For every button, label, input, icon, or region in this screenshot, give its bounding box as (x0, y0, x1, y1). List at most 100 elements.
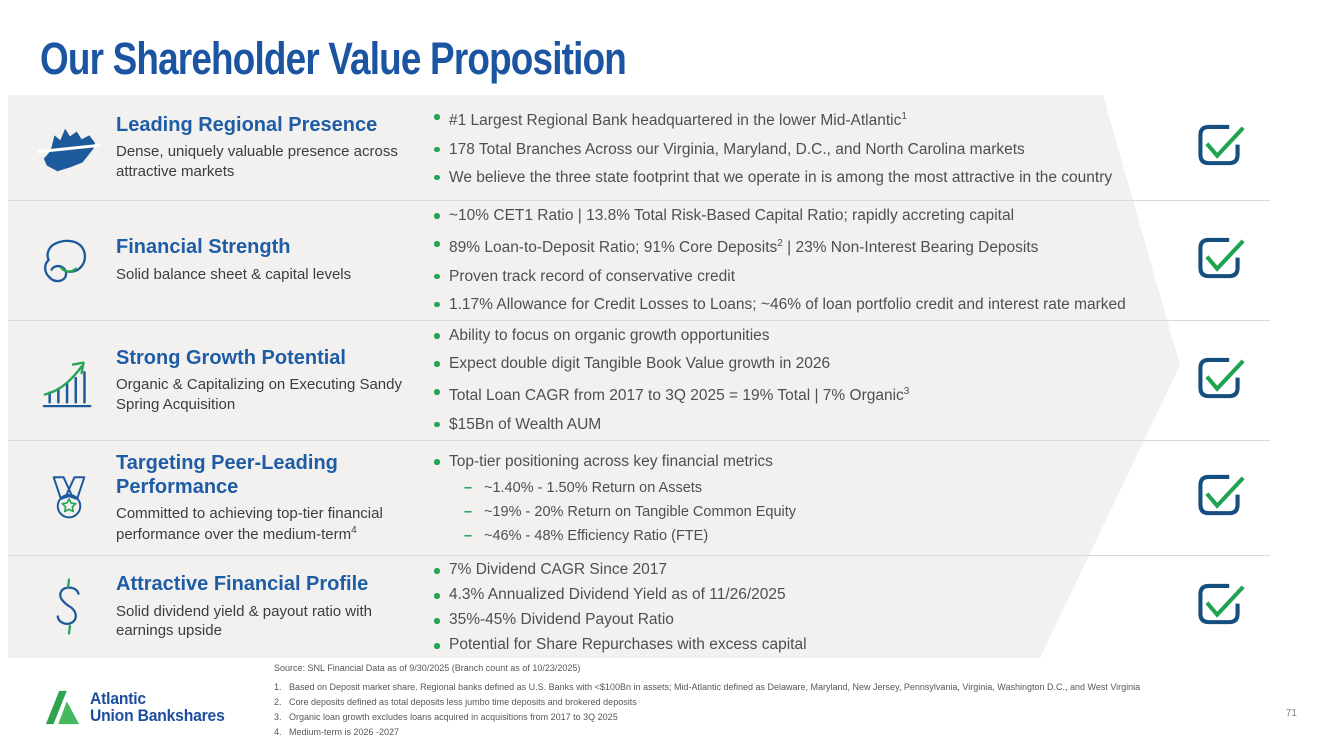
bullet-item: Top-tier positioning across key financia… (432, 448, 1080, 476)
row-attractive-financial-profile: Attractive Financial Profile Solid divid… (8, 555, 1270, 658)
bullet-text: 7% Dividend CAGR Since 2017 (449, 561, 667, 578)
row-title: Leading Regional Presence (116, 113, 378, 136)
checkbox-check-icon (1198, 357, 1245, 398)
footnote: 1. Based on Deposit market share. Regiona… (274, 680, 1140, 695)
bullet-text: ~10% CET1 Ratio | 13.8% Total Risk-Based… (449, 207, 1015, 225)
bullet-item: $15Bn of Wealth AUM (432, 411, 1080, 439)
bullet-text: We believe the three state footprint tha… (449, 168, 1113, 186)
footnote-text: Based on Deposit market share. Regional … (289, 682, 1141, 692)
bullet-text: Ability to focus on organic growth oppor… (449, 327, 770, 345)
row-icon-cell (8, 232, 116, 290)
bullet-item: Potential for Share Repurchases with exc… (432, 632, 1080, 657)
row-targeting-peer-leading-performance: Targeting Peer-Leading Performance Commi… (8, 440, 1270, 555)
footnote-ref: 2 (777, 238, 783, 250)
footnote-ref: 4 (351, 524, 357, 536)
row-title: Targeting Peer-Leading Performance (116, 451, 338, 498)
bullet-item: Proven track record of conservative cred… (432, 263, 1126, 291)
bullet-item: 35%-45% Dividend Payout Ratio (432, 607, 1080, 632)
footnote-number: 4. (274, 727, 282, 737)
bullet-text: $15Bn of Wealth AUM (449, 415, 602, 433)
row-bullets: Ability to focus on organic growth oppor… (416, 322, 1270, 438)
row-text-cell: Attractive Financial Profile Solid divid… (116, 573, 416, 641)
bullet-item: 7% Dividend CAGR Since 2017 (432, 557, 1080, 582)
checkbox-check-icon (1198, 583, 1245, 625)
bullet-item: 1.17% Allowance for Credit Losses to Loa… (432, 291, 1126, 319)
sub-bullet-text: ~19% - 20% Return on Tangible Common Equ… (484, 504, 797, 520)
company-logo: Atlantic Union Bankshares (44, 688, 232, 728)
bullet-text: 89% Loan-to-Deposit Ratio; 91% Core Depo… (449, 239, 778, 257)
row-description: Committed to achieving top-tier financia… (116, 504, 416, 544)
row-title: Financial Strength (116, 236, 291, 259)
bullet-item: 4.3% Annualized Dividend Yield as of 11/… (432, 582, 1080, 607)
row-bullets: ~10% CET1 Ratio | 13.8% Total Risk-Based… (416, 202, 1316, 318)
logo-line2: Union Bankshares (90, 707, 225, 725)
checkbox-check-icon (1198, 237, 1245, 278)
medal-star-icon (52, 476, 86, 519)
footnotes: Source: SNL Financial Data as of 9/30/20… (274, 662, 1140, 740)
row-title: Attractive Financial Profile (116, 573, 369, 596)
row-bullets: 7% Dividend CAGR Since 2017 4.3% Annuali… (416, 557, 1270, 657)
bullet-item: Total Loan CAGR from 2017 to 3Q 2025 = 1… (432, 378, 1080, 410)
row-bullets: #1 Largest Regional Bank headquartered i… (416, 103, 1302, 191)
virginia-north-carolina-map-icon (38, 128, 100, 171)
footnote: 2. Core deposits defined as total deposit… (274, 695, 1140, 710)
row-icon-cell (8, 121, 116, 175)
row-text-cell: Targeting Peer-Leading Performance Commi… (116, 452, 416, 544)
footnote-ref: 1 (901, 111, 907, 123)
bullet-item: 89% Loan-to-Deposit Ratio; 91% Core Depo… (432, 230, 1126, 262)
checkbox-cell (1192, 352, 1246, 409)
checkbox-cell (1192, 119, 1246, 176)
logo-text: Atlantic Union Bankshares (90, 689, 225, 726)
logo-line1: Atlantic (90, 689, 146, 708)
row-financial-strength: Financial Strength Solid balance sheet &… (8, 200, 1270, 320)
footnote-ref: 3 (903, 386, 910, 398)
sub-bullet-text: ~46% - 48% Efficiency Ratio (FTE) (484, 528, 709, 544)
bullet-item: Expect double digit Tangible Book Value … (432, 350, 1080, 378)
flexed-arm-icon (44, 239, 87, 282)
footnote-text: Medium-term is 2026 -2027 (289, 727, 400, 737)
row-description: Organic & Capitalizing on Executing Sand… (116, 375, 416, 414)
row-icon-cell (8, 470, 116, 526)
footnote-text: Core deposits defined as total deposits … (289, 697, 637, 707)
bullet-item: We believe the three state footprint tha… (432, 164, 1112, 192)
row-strong-growth-potential: Strong Growth Potential Organic & Capita… (8, 320, 1270, 440)
checkbox-check-icon (1198, 474, 1245, 516)
bullet-text: Potential for Share Repurchases with exc… (449, 636, 807, 653)
bullet-text: #1 Largest Regional Bank headquartered i… (449, 112, 902, 130)
bullet-item: ~10% CET1 Ratio | 13.8% Total Risk-Based… (432, 202, 1126, 230)
dollar-sign-icon (56, 578, 80, 635)
logo-triangle-icon (45, 690, 80, 725)
checkbox-check-icon (1198, 124, 1245, 165)
bullet-item: Ability to focus on organic growth oppor… (432, 322, 1080, 350)
bullet-text: Expect double digit Tangible Book Value … (449, 355, 831, 373)
bullet-text: Total Loan CAGR from 2017 to 3Q 2025 = 1… (449, 387, 904, 405)
row-title: Strong Growth Potential (116, 346, 346, 369)
footnote: 4. Medium-term is 2026 -2027 (274, 725, 1140, 740)
page-title: Our Shareholder Value Proposition (40, 33, 627, 84)
row-description-text: Committed to achieving top-tier financia… (116, 505, 383, 543)
sub-bullet-text: ~1.40% - 1.50% Return on Assets (484, 480, 703, 496)
value-proposition-table: Leading Regional Presence Dense, uniquel… (8, 95, 1270, 658)
footnote: 3. Organic loan growth excludes loans acq… (274, 710, 1140, 725)
row-leading-regional-presence: Leading Regional Presence Dense, uniquel… (8, 95, 1270, 200)
footnote-number: 1. (274, 682, 282, 692)
sub-bullet-item: ~1.40% - 1.50% Return on Assets (432, 476, 1080, 500)
source-note: Source: SNL Financial Data as of 9/30/20… (274, 663, 581, 673)
row-description-text: Dense, uniquely valuable presence across… (116, 143, 398, 180)
row-description-text: Solid balance sheet & capital levels (116, 266, 352, 284)
bullet-text: | 23% Non-Interest Bearing Deposits (782, 239, 1039, 257)
bullet-text: Top-tier positioning across key financia… (449, 453, 773, 470)
row-description: Solid balance sheet & capital levels (116, 265, 416, 285)
bullet-text: Proven track record of conservative cred… (449, 267, 736, 285)
bullet-item: #1 Largest Regional Bank headquartered i… (432, 103, 1112, 135)
bullet-text: 35%-45% Dividend Payout Ratio (449, 611, 674, 628)
row-description-text: Solid dividend yield & payout ratio with… (116, 602, 372, 640)
sub-bullet-item: ~46% - 48% Efficiency Ratio (FTE) (432, 524, 1080, 548)
bullet-item: 178 Total Branches Across our Virginia, … (432, 136, 1112, 164)
page-number: 71 (1285, 708, 1297, 719)
checkbox-cell (1192, 232, 1246, 289)
checkbox-cell (1192, 579, 1246, 636)
row-bullets: Top-tier positioning across key financia… (416, 448, 1270, 548)
checkbox-cell (1192, 470, 1246, 527)
row-description-text: Organic & Capitalizing on Executing Sand… (116, 376, 402, 413)
